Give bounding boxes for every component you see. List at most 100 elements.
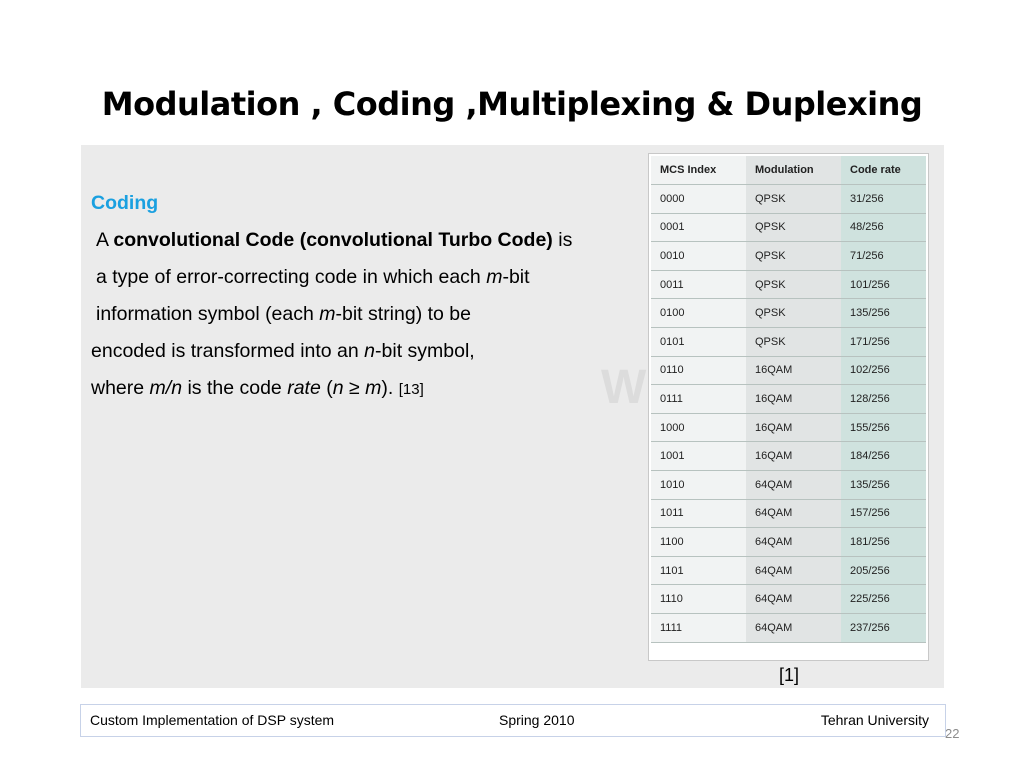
table-row: 0010 QPSK 71/256 [651, 241, 926, 271]
text-run: where [91, 377, 150, 399]
table-cell: 0010 [651, 241, 746, 271]
table-cell: 64QAM [746, 470, 841, 500]
table-cell: 71/256 [841, 241, 926, 271]
table-row: 1010 64QAM 135/256 [651, 470, 926, 500]
table-row: 1011 64QAM 157/256 [651, 499, 926, 529]
table-cell: 181/256 [841, 527, 926, 557]
content-panel: W Coding A convolutional Code (convoluti… [81, 145, 944, 688]
italic-var: m [486, 266, 503, 288]
text-run: A [96, 229, 114, 251]
mcs-table: MCS Index Modulation Code rate 0000 QPSK 3… [651, 156, 926, 643]
table-cell: 48/256 [841, 213, 926, 243]
table-cell: 1011 [651, 499, 746, 529]
background-watermark: W [601, 361, 647, 414]
table-cell: 1101 [651, 556, 746, 586]
table-cell: 64QAM [746, 613, 841, 643]
table-cell: 31/256 [841, 184, 926, 214]
text-run: is [552, 229, 573, 251]
italic-var: n ≥ m [332, 377, 382, 399]
body-line-2: a type of error-correcting code in which… [91, 259, 651, 296]
table-cell: 16QAM [746, 441, 841, 471]
table-row: 0100 QPSK 135/256 [651, 298, 926, 328]
table-cell: 0011 [651, 270, 746, 300]
slide-title: Modulation , Coding ,Multiplexing & Dupl… [101, 85, 923, 123]
table-cell: 184/256 [841, 441, 926, 471]
footer-institution: Tehran University [820, 712, 929, 728]
table-cell: 101/256 [841, 270, 926, 300]
column-header: Code rate [841, 156, 926, 185]
page-number: 22 [945, 726, 960, 741]
table-cell: 16QAM [746, 356, 841, 386]
mcs-table-container: MCS Index Modulation Code rate 0000 QPSK 3… [648, 153, 929, 661]
table-cell: 225/256 [841, 584, 926, 614]
table-cell: 171/256 [841, 327, 926, 357]
table-cell: 64QAM [746, 527, 841, 557]
table-cell: 0000 [651, 184, 746, 214]
body-text: Coding A convolutional Code (convolution… [91, 185, 651, 408]
table-row: 1001 16QAM 184/256 [651, 441, 926, 471]
text-run: ). [381, 377, 399, 399]
body-line-1: A convolutional Code (convolutional Turb… [91, 222, 651, 259]
table-cell: 16QAM [746, 384, 841, 414]
body-line-4: encoded is transformed into an n-bit sym… [91, 333, 651, 370]
footer-course: Custom Implementation of DSP system [90, 712, 335, 728]
table-cell: QPSK [746, 327, 841, 357]
reference-mark: [13] [398, 381, 424, 398]
term-bold: convolutional Code (convolutional Turbo … [113, 229, 553, 251]
table-cell: 64QAM [746, 584, 841, 614]
table-cell: 16QAM [746, 413, 841, 443]
text-run: encoded is transformed into an [91, 340, 365, 362]
column-header: Modulation [746, 156, 841, 185]
table-cell: 0111 [651, 384, 746, 414]
table-cell: 135/256 [841, 470, 926, 500]
italic-var: m [319, 303, 336, 325]
text-run: ( [320, 377, 333, 399]
body-line-3: information symbol (each m-bit string) t… [91, 296, 651, 333]
table-cell: 1001 [651, 441, 746, 471]
table-row: 0111 16QAM 128/256 [651, 384, 926, 414]
column-header: MCS Index [651, 156, 746, 185]
table-cell: 64QAM [746, 556, 841, 586]
table-cell: 1110 [651, 584, 746, 614]
table-cell: 102/256 [841, 356, 926, 386]
table-cell: 0001 [651, 213, 746, 243]
table-cell: QPSK [746, 298, 841, 328]
table-cell: 1111 [651, 613, 746, 643]
table-cell: QPSK [746, 184, 841, 214]
table-row: 0000 QPSK 31/256 [651, 184, 926, 214]
text-run: a type of error-correcting code in which… [96, 266, 487, 288]
table-cell: QPSK [746, 241, 841, 271]
table-row: 0011 QPSK 101/256 [651, 270, 926, 300]
table-row: 1101 64QAM 205/256 [651, 556, 926, 586]
table-cell: 128/256 [841, 384, 926, 414]
table-cell: 135/256 [841, 298, 926, 328]
table-cell: 205/256 [841, 556, 926, 586]
text-run: -bit symbol, [375, 340, 475, 362]
table-row: 1000 16QAM 155/256 [651, 413, 926, 443]
table-cell: 0100 [651, 298, 746, 328]
section-heading: Coding [91, 192, 159, 214]
table-cell: 64QAM [746, 499, 841, 529]
table-header-row: MCS Index Modulation Code rate [651, 156, 926, 185]
footer-term: Spring 2010 [499, 712, 575, 728]
table-cell: 0110 [651, 356, 746, 386]
table-cell: 1010 [651, 470, 746, 500]
text-run: -bit [502, 266, 530, 288]
text-run: is the code [182, 377, 288, 399]
table-cell: 157/256 [841, 499, 926, 529]
table-cell: 155/256 [841, 413, 926, 443]
table-cell: QPSK [746, 270, 841, 300]
text-run: information symbol (each [96, 303, 320, 325]
table-row: 0001 QPSK 48/256 [651, 213, 926, 243]
table-cell: QPSK [746, 213, 841, 243]
table-cell: 1100 [651, 527, 746, 557]
italic-var: m/n [149, 377, 183, 399]
table-row: 1111 64QAM 237/256 [651, 613, 926, 643]
text-run: -bit string) to be [335, 303, 471, 325]
table-citation: [1] [779, 665, 800, 685]
italic-var: rate [287, 377, 321, 399]
table-row: 1110 64QAM 225/256 [651, 584, 926, 614]
table-cell: 0101 [651, 327, 746, 357]
table-row: 0101 QPSK 171/256 [651, 327, 926, 357]
table-row: 0110 16QAM 102/256 [651, 356, 926, 386]
